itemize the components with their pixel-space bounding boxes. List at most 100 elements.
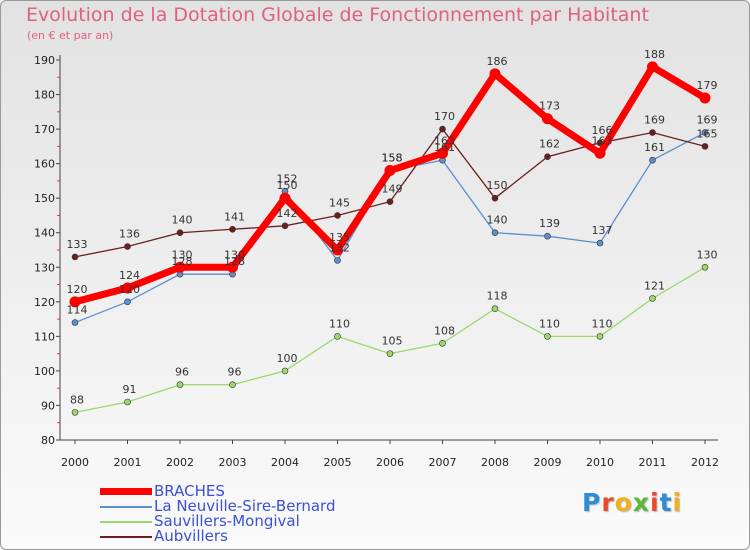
x-tick-label: 2007 <box>429 456 457 469</box>
data-point-aubvillers <box>334 212 341 219</box>
data-point-la-neuville-sire-bernard <box>491 229 499 237</box>
y-tick-label: 150 <box>34 192 55 205</box>
x-tick-label: 2001 <box>114 456 142 469</box>
data-point-aubvillers <box>281 222 289 230</box>
data-point-sauvillers-mongival <box>491 305 499 313</box>
data-label-braches: 163 <box>592 134 613 147</box>
data-label-sauvillers-mongival: 110 <box>592 317 613 330</box>
data-label-sauvillers-mongival: 88 <box>70 393 84 406</box>
data-point-la-neuville-sire-bernard <box>649 156 656 164</box>
x-tick-label: 2005 <box>324 456 352 469</box>
data-label-sauvillers-mongival: 121 <box>644 279 665 292</box>
data-point-sauvillers-mongival <box>439 339 446 347</box>
data-label-la-neuville-sire-bernard: 137 <box>592 224 613 237</box>
data-label-braches: 130 <box>172 248 193 261</box>
data-label-sauvillers-mongival: 108 <box>434 324 455 337</box>
data-point-braches <box>174 261 186 273</box>
data-label-aubvillers: 162 <box>539 138 560 151</box>
data-point-aubvillers <box>71 253 79 261</box>
data-label-sauvillers-mongival: 130 <box>697 248 718 261</box>
data-point-sauvillers-mongival <box>649 295 656 302</box>
data-point-braches <box>647 61 658 73</box>
data-label-sauvillers-mongival: 91 <box>123 383 137 396</box>
y-tick-label: 180 <box>34 89 55 102</box>
data-label-braches: 124 <box>119 269 140 282</box>
legend-swatch <box>100 488 152 495</box>
data-label-la-neuville-sire-bernard: 169 <box>697 114 718 127</box>
data-point-la-neuville-sire-bernard <box>701 129 709 136</box>
y-tick-label: 90 <box>41 399 55 412</box>
data-point-aubvillers <box>124 243 131 250</box>
data-label-aubvillers: 149 <box>382 183 403 196</box>
data-label-la-neuville-sire-bernard: 140 <box>487 214 508 227</box>
data-label-aubvillers: 136 <box>119 228 140 241</box>
data-label-la-neuville-sire-bernard: 152 <box>277 172 298 185</box>
x-tick-label: 2006 <box>376 456 404 469</box>
data-label-aubvillers: 133 <box>67 238 88 251</box>
data-label-braches: 186 <box>487 55 508 68</box>
data-label-la-neuville-sire-bernard: 161 <box>644 141 665 154</box>
data-label-braches: 163 <box>434 134 455 147</box>
data-point-braches <box>69 296 81 308</box>
data-point-aubvillers <box>439 125 446 133</box>
data-label-aubvillers: 170 <box>434 110 455 123</box>
data-label-braches: 173 <box>539 100 560 113</box>
data-label-la-neuville-sire-bernard: 120 <box>119 283 140 296</box>
data-point-sauvillers-mongival <box>334 333 341 340</box>
y-tick-label: 170 <box>34 123 55 136</box>
logo-letter: i <box>672 488 683 517</box>
data-label-la-neuville-sire-bernard: 128 <box>172 255 193 268</box>
data-label-la-neuville-sire-bernard: 161 <box>434 141 455 154</box>
data-label-sauvillers-mongival: 110 <box>329 317 350 330</box>
chart-title: Evolution de la Dotation Globale de Fonc… <box>26 4 649 26</box>
data-point-braches <box>122 282 133 294</box>
y-tick-label: 140 <box>34 227 55 240</box>
y-tick-label: 160 <box>34 158 55 171</box>
data-point-braches <box>699 92 711 104</box>
data-point-braches <box>437 147 448 159</box>
logo-letter: P <box>582 488 602 517</box>
chart-subtitle: (en € et par an) <box>27 29 114 42</box>
x-tick-label: 2003 <box>219 456 247 469</box>
logo-letter: i <box>650 488 660 517</box>
x-tick-label: 2012 <box>691 456 719 469</box>
data-point-sauvillers-mongival <box>596 333 604 340</box>
y-tick-label: 190 <box>34 54 55 67</box>
data-point-la-neuville-sire-bernard <box>71 319 79 326</box>
logo-letter: x <box>632 488 650 517</box>
data-point-aubvillers <box>229 225 236 233</box>
data-label-sauvillers-mongival: 96 <box>228 366 242 379</box>
logo-letter: t <box>659 488 673 517</box>
data-label-la-neuville-sire-bernard: 132 <box>329 241 350 254</box>
x-tick-label: 2011 <box>639 456 667 469</box>
data-label-aubvillers: 142 <box>277 207 298 220</box>
data-point-braches <box>332 244 343 256</box>
data-point-sauvillers-mongival <box>124 398 131 406</box>
x-tick-label: 2002 <box>166 456 194 469</box>
data-label-aubvillers: 165 <box>697 127 718 140</box>
data-point-braches <box>279 192 291 204</box>
data-point-la-neuville-sire-bernard <box>124 298 131 306</box>
data-point-braches <box>594 147 606 159</box>
x-tick-label: 2010 <box>586 456 614 469</box>
data-point-sauvillers-mongival <box>544 333 551 340</box>
data-point-braches <box>384 165 396 177</box>
logo-letter: o <box>614 488 633 517</box>
logo-letter: r <box>601 488 615 517</box>
data-label-aubvillers: 150 <box>487 179 508 192</box>
data-point-la-neuville-sire-bernard <box>596 239 604 247</box>
y-tick-label: 100 <box>34 365 55 378</box>
y-tick-label: 130 <box>34 261 55 274</box>
data-label-la-neuville-sire-bernard: 158 <box>382 152 403 165</box>
data-label-aubvillers: 145 <box>329 196 350 209</box>
legend-label: BRACHES <box>154 482 225 500</box>
x-tick-label: 2000 <box>61 456 89 469</box>
data-point-aubvillers <box>649 129 656 136</box>
data-point-braches <box>489 68 501 80</box>
y-tick-label: 80 <box>41 434 55 447</box>
data-label-sauvillers-mongival: 100 <box>277 352 298 365</box>
data-label-aubvillers: 166 <box>592 124 613 137</box>
data-point-sauvillers-mongival <box>229 381 236 389</box>
legend-label: Sauvillers-Mongival <box>154 512 300 530</box>
